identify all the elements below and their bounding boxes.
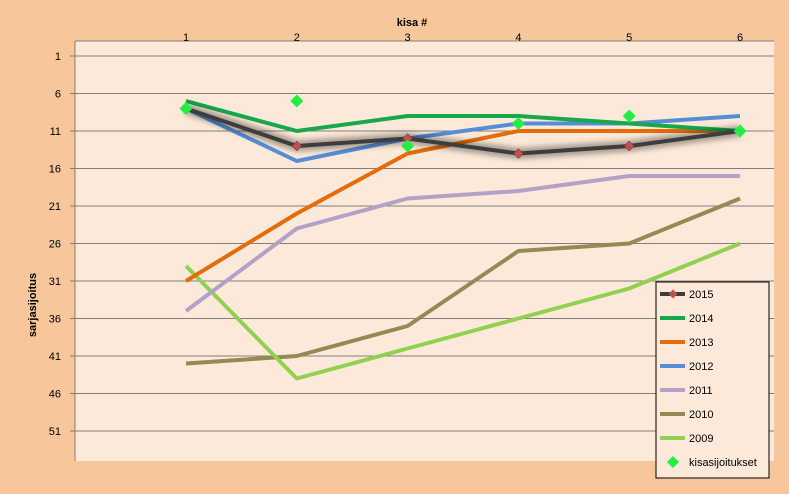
y-tick-label: 26 [49, 239, 61, 251]
y-axis-title: sarjasijoitus [27, 273, 39, 337]
x-tick-label: 3 [405, 32, 411, 44]
series-line-2012 [185, 106, 741, 163]
x-tick-label: 5 [626, 32, 632, 44]
legend-marker-2015 [668, 289, 678, 299]
y-tick-label: 6 [55, 89, 61, 101]
x-tick-label: 6 [737, 32, 743, 44]
x-tick-label: 4 [515, 32, 521, 44]
legend-label-2015: 2015 [689, 289, 713, 301]
legend-label-2014: 2014 [689, 313, 713, 325]
legend-label-2012: 2012 [689, 361, 713, 373]
series-point-2015 [623, 140, 635, 152]
series-line-2015 [185, 106, 741, 156]
scatter-point-kisasijoitukset [401, 139, 415, 153]
y-tick-label: 16 [49, 164, 61, 176]
series-lines [184, 99, 741, 381]
y-tick-label: 21 [49, 201, 61, 213]
scatter-point-kisasijoitukset [622, 109, 636, 123]
scatter-point-kisasijoitukset [290, 94, 304, 108]
legend-label-2011: 2011 [689, 385, 713, 397]
y-tick-label: 36 [49, 314, 61, 326]
legend-label-2009: 2009 [689, 433, 713, 445]
y-tick-label: 11 [50, 126, 61, 138]
y-tick-label: 41 [49, 351, 61, 363]
legend-label-kisasijoitukset: kisasijoitukset [689, 457, 757, 469]
scatter-point-kisasijoitukset [733, 124, 747, 138]
series-line-2011 [184, 174, 740, 313]
y-tick-label: 1 [55, 51, 61, 63]
series-markers [179, 94, 747, 159]
series-line-2009 [184, 241, 741, 381]
x-tick-label: 2 [294, 32, 300, 44]
y-tick-label: 31 [49, 276, 61, 288]
legend-box [655, 281, 770, 479]
series-point-2015 [513, 148, 524, 159]
x-axis-title: kisa # [397, 17, 428, 29]
series-line-2014 [185, 99, 741, 133]
series-point-2015 [291, 140, 303, 152]
scatter-point-kisasijoitukset [179, 102, 193, 115]
y-tick-label: 51 [49, 426, 61, 438]
legend-label-2010: 2010 [689, 409, 713, 421]
legend: 2015 2014 2013 2012 2011 2010 2009 kisasijoituk… [655, 281, 770, 479]
scatter-point-kisasijoitukset [511, 117, 525, 130]
legend-label-2013: 2013 [689, 337, 713, 349]
x-tick-label: 1 [183, 32, 189, 44]
y-tick-label: 46 [49, 389, 61, 401]
legend-swatch-kisasijoitukset [667, 456, 679, 468]
